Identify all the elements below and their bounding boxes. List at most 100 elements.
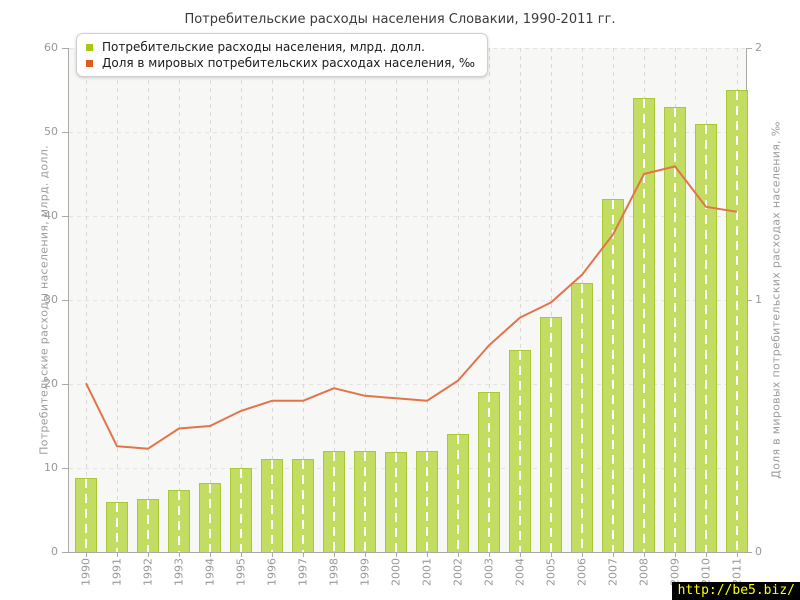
x-axis-label-2006: 2006	[575, 558, 589, 586]
right-axis-tick	[746, 300, 752, 301]
bar-center-dash	[581, 284, 583, 552]
x-axis-tick	[396, 552, 397, 557]
left-axis-tick-label: 60	[44, 41, 58, 54]
gridline-horizontal	[69, 468, 746, 469]
bar-center-dash	[209, 484, 211, 552]
legend-item-share: Доля в мировых потребительских расходах …	[86, 55, 475, 71]
left-axis-tick	[62, 216, 68, 217]
gridline-vertical	[117, 48, 118, 552]
left-axis-tick-label: 50	[44, 125, 58, 138]
bar-2000	[385, 452, 407, 552]
bar-1992	[137, 499, 159, 552]
bar-center-dash	[178, 490, 180, 552]
right-axis-title: Доля в мировых потребительских расходах …	[769, 121, 783, 479]
bar-center-dash	[736, 91, 738, 552]
x-axis-tick	[272, 552, 273, 557]
legend-item-consumption: Потребительские расходы населения, млрд.…	[86, 39, 475, 55]
bar-2005	[540, 316, 562, 552]
right-axis-tick	[746, 48, 752, 49]
bar-2007	[602, 199, 624, 552]
bar-center-dash	[612, 200, 614, 552]
bar-series-marker-icon	[86, 43, 93, 51]
bar-center-dash	[333, 452, 335, 552]
left-axis-tick	[62, 300, 68, 301]
bar-2011	[726, 90, 748, 552]
x-axis-label-1993: 1993	[172, 558, 186, 586]
legend-label-consumption: Потребительские расходы населения, млрд.…	[102, 40, 425, 54]
chart-title: Потребительские расходы населения Словак…	[184, 12, 616, 27]
plot-area	[68, 48, 748, 557]
x-axis-tick	[520, 552, 521, 557]
bar-1995	[230, 468, 252, 552]
bar-center-dash	[643, 99, 645, 552]
x-axis-tick	[551, 552, 552, 557]
bar-center-dash	[457, 435, 459, 552]
bar-center-dash	[395, 453, 397, 552]
bar-2008	[633, 98, 655, 552]
bar-center-dash	[116, 503, 118, 552]
right-axis-tick-label: 2	[755, 41, 762, 54]
bar-2004	[509, 350, 531, 552]
x-axis-label-2004: 2004	[513, 558, 527, 586]
bar-2006	[571, 283, 593, 552]
bar-2009	[664, 106, 686, 552]
x-axis-tick	[334, 552, 335, 557]
right-axis-tick-label: 1	[755, 293, 762, 306]
x-axis-tick	[737, 552, 738, 557]
bar-2003	[478, 392, 500, 552]
bar-center-dash	[240, 469, 242, 552]
left-axis-tick	[62, 468, 68, 469]
bar-1999	[354, 451, 376, 552]
left-axis-tick-label: 40	[44, 209, 58, 222]
bar-1996	[261, 458, 283, 552]
x-axis-tick	[365, 552, 366, 557]
bar-2002	[447, 434, 469, 552]
right-axis-tick-label: 0	[755, 545, 762, 558]
x-axis-tick	[303, 552, 304, 557]
bar-center-dash	[147, 500, 149, 552]
x-axis-label-1998: 1998	[327, 558, 341, 586]
bar-center-dash	[519, 351, 521, 552]
x-axis-label-2001: 2001	[420, 558, 434, 586]
gridline-vertical	[179, 48, 180, 552]
bar-center-dash	[271, 459, 273, 552]
gridline-vertical	[148, 48, 149, 552]
bar-1998	[323, 451, 345, 552]
x-axis-label-1994: 1994	[203, 558, 217, 586]
x-axis-label-2003: 2003	[482, 558, 496, 586]
x-axis-tick	[427, 552, 428, 557]
x-axis-label-1995: 1995	[234, 558, 248, 586]
line-series-marker-icon	[86, 59, 93, 67]
x-axis-tick	[148, 552, 149, 557]
left-axis-tick	[62, 132, 68, 133]
left-axis-tick	[62, 384, 68, 385]
bar-center-dash	[674, 107, 676, 552]
legend-label-share: Доля в мировых потребительских расходах …	[102, 56, 476, 70]
legend-box: Потребительские расходы населения, млрд.…	[76, 33, 489, 77]
left-axis-tick-label: 10	[44, 461, 58, 474]
bar-1991	[106, 502, 128, 552]
x-axis-label-1991: 1991	[110, 558, 124, 586]
bar-center-dash	[302, 459, 304, 552]
x-axis-tick	[675, 552, 676, 557]
bar-2010	[695, 123, 717, 552]
x-axis-tick	[117, 552, 118, 557]
x-axis-label-2000: 2000	[389, 558, 403, 586]
bar-1994	[199, 483, 221, 552]
left-axis-tick	[62, 48, 68, 49]
x-axis-tick	[489, 552, 490, 557]
bar-1997	[292, 458, 314, 552]
x-axis-tick	[86, 552, 87, 557]
x-axis-tick	[613, 552, 614, 557]
watermark-link[interactable]: http://be5.biz/	[671, 582, 800, 600]
bar-center-dash	[364, 452, 366, 552]
bar-center-dash	[705, 124, 707, 552]
bar-center-dash	[488, 393, 490, 552]
x-axis-label-2002: 2002	[451, 558, 465, 586]
x-axis-label-2007: 2007	[606, 558, 620, 586]
x-axis-tick	[644, 552, 645, 557]
x-axis-tick	[241, 552, 242, 557]
bar-center-dash	[426, 452, 428, 552]
x-axis-tick	[210, 552, 211, 557]
